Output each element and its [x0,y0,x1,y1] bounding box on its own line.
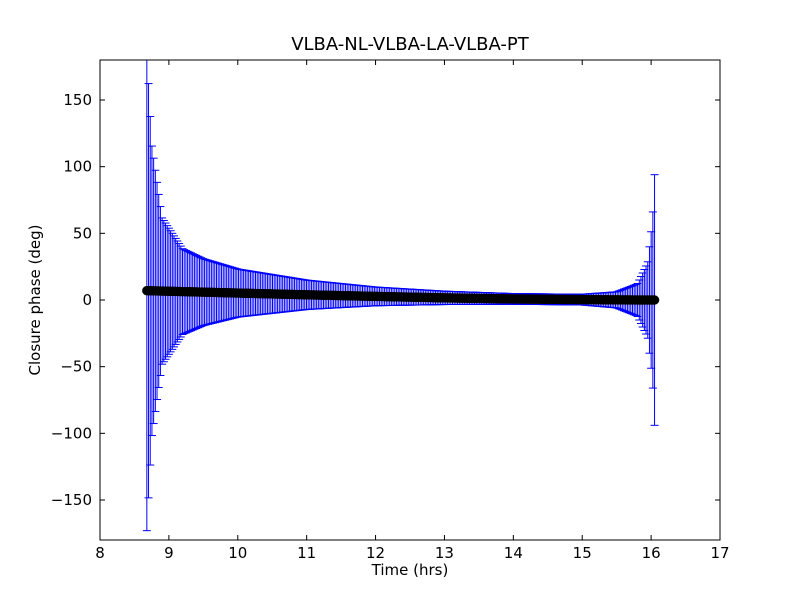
x-tick-label: 11 [297,544,316,562]
y-tick-label: 150 [63,91,92,109]
x-tick-label: 14 [504,544,523,562]
y-tick-label: −150 [51,491,92,509]
x-tick-label: 15 [573,544,592,562]
x-tick-label: 12 [366,544,385,562]
x-tick-label: 17 [710,544,729,562]
chart-title: VLBA-NL-VLBA-LA-VLBA-PT [291,34,529,55]
x-tick-label: 13 [435,544,454,562]
data-point [649,295,660,305]
y-tick-label: 0 [82,291,92,309]
x-tick-label: 10 [228,544,247,562]
x-tick-label: 9 [164,544,174,562]
x-axis-label: Time (hrs) [371,561,449,579]
y-tick-label: −50 [60,358,92,376]
y-tick-label: −100 [51,424,92,442]
data-point-layer [142,285,660,305]
x-tick-label: 8 [95,544,105,562]
y-axis-label: Closure phase (deg) [26,224,44,376]
x-tick-label: 16 [642,544,661,562]
y-tick-label: 100 [63,158,92,176]
y-tick-label: 50 [73,224,92,242]
axis-ticks: 8 9 10 11 12 13 14 15 16 17 −150 −100 −50 0 50 100 150 [51,60,730,562]
